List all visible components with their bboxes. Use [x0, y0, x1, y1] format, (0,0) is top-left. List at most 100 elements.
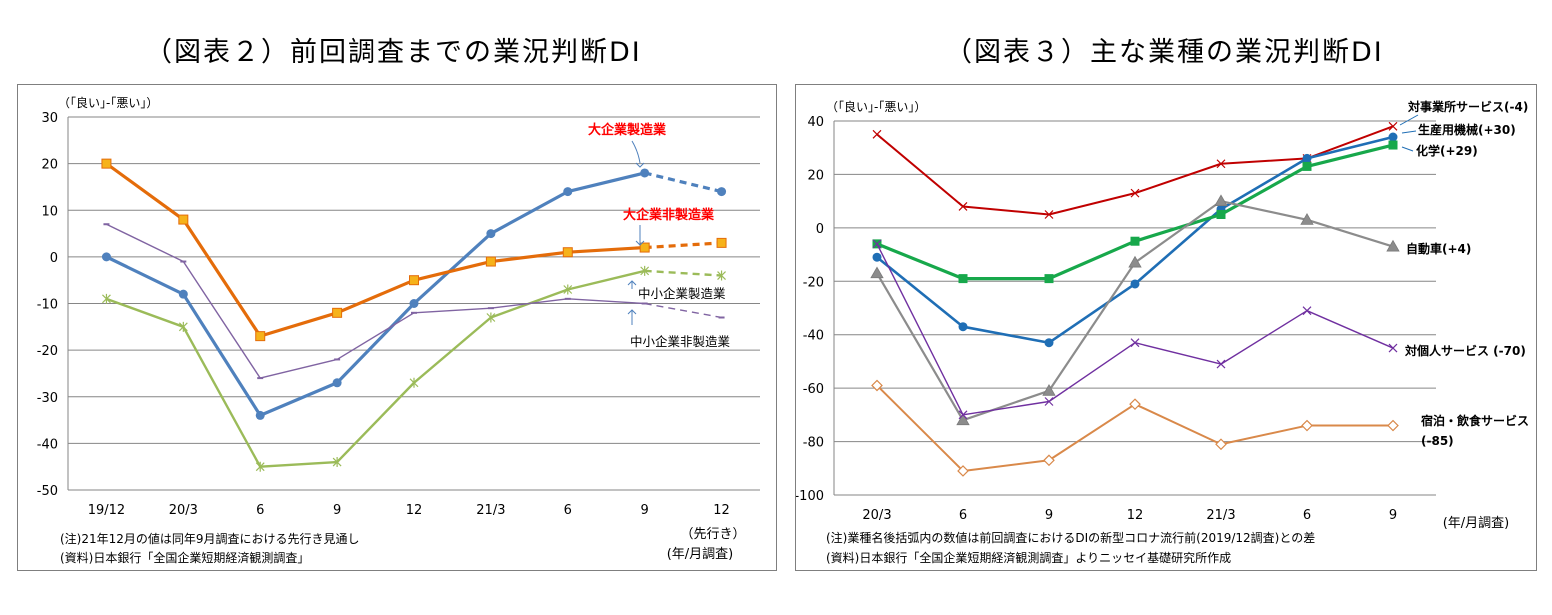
y-tick-label: -40: [37, 437, 58, 452]
data-point: [956, 413, 970, 426]
series-4: [870, 194, 1400, 426]
data-point: [485, 256, 496, 267]
data-point: [640, 168, 650, 178]
y-tick-label: 10: [41, 204, 58, 219]
data-point: [255, 461, 265, 472]
data-point: [178, 214, 189, 225]
data-point: [562, 247, 573, 258]
data-point: [717, 270, 726, 281]
x-tick-label: 6: [1303, 508, 1311, 523]
x-tick-label: 19/12: [88, 503, 125, 518]
data-point: [639, 242, 650, 253]
data-point: [1302, 306, 1312, 316]
y-tick-label: 40: [807, 115, 824, 130]
series-forecast-line: [644, 269, 722, 277]
data-point: [1216, 159, 1226, 169]
annotation-label: 対個人サービス (-70): [1404, 343, 1526, 358]
source-text: (資料)日本銀行「全国企業短期経済観測調査」: [60, 550, 309, 565]
annotation-arrowhead: [635, 240, 645, 246]
data-point: [1388, 140, 1398, 150]
annotation-leader: [631, 140, 641, 164]
annotation-leader: [1401, 146, 1414, 152]
y-tick-label: 0: [816, 222, 824, 237]
data-point: [872, 252, 882, 262]
series-1: [872, 121, 1398, 219]
gridlines: [834, 120, 1436, 496]
figure2-title: （図表２）前回調査までの業況判断DI: [145, 37, 642, 68]
data-point: [957, 465, 969, 477]
data-point: [102, 293, 111, 304]
data-point: [178, 321, 188, 332]
x-tick-label: 6: [959, 508, 967, 523]
x-tick-label: 12: [1127, 508, 1144, 523]
series-5: [872, 239, 1398, 420]
annotation-arrowhead: [635, 162, 645, 168]
data-point: [1130, 338, 1140, 348]
series-line: [105, 162, 645, 338]
series-3: [102, 265, 726, 472]
x-tick-label: 9: [1045, 508, 1053, 523]
data-point: [1130, 188, 1140, 198]
data-point: [486, 229, 496, 239]
data-point: [486, 312, 496, 323]
x-tick-label: 6: [564, 503, 572, 518]
data-point: [409, 299, 419, 308]
data-point: [101, 252, 111, 262]
series-line: [876, 243, 1394, 416]
data-point: [1301, 419, 1313, 432]
annotation-label: 中小企業製造業: [638, 286, 726, 301]
data-point: [563, 284, 573, 295]
data-point: [958, 322, 968, 332]
data-point: [563, 187, 573, 197]
y-tick-label: 0: [50, 251, 58, 266]
annotation-label: (-85): [1421, 434, 1454, 448]
data-point: [1388, 343, 1398, 353]
annotation-leader: [1399, 114, 1419, 126]
data-point: [1044, 338, 1054, 348]
figure3-chart: 40 20 0 -20 -40 -60 -80 -100 20/3 6 9 12 21/3 6 9 （｢良い｣…: [796, 99, 1529, 565]
x-tick-label: 6: [256, 503, 264, 518]
series-forecast-line: [644, 241, 722, 250]
figure3-title: （図表３）主な業種の業況判断DI: [945, 37, 1384, 68]
x-axis-unit-label: (年/月調査): [667, 547, 734, 562]
annotation-label: 自動車(+4): [1406, 241, 1471, 256]
data-point: [1130, 236, 1140, 246]
x-tick-label: 21/3: [476, 503, 505, 518]
data-point: [958, 274, 968, 284]
data-point: [332, 378, 342, 388]
data-point: [1129, 398, 1141, 411]
note-text: (注)21年12月の値は同年9月調査における先行き見通し: [60, 531, 360, 546]
x-axis-forecast-label: （先行き）: [680, 527, 745, 542]
data-point: [1387, 419, 1399, 432]
series-6: [871, 379, 1399, 477]
data-point: [1042, 384, 1056, 396]
series-forecast-line: [644, 171, 722, 194]
x-tick-label: 9: [641, 503, 649, 518]
data-point: [1044, 274, 1054, 284]
y-tick-label: -40: [803, 329, 824, 344]
data-point: [1128, 255, 1142, 268]
data-point: [872, 129, 882, 139]
y-tick-label: 30: [41, 111, 58, 126]
y-axis-unit-label: （｢良い｣-｢悪い｣）: [58, 95, 158, 110]
annotation-label: 大企業非製造業: [623, 207, 715, 223]
series-2: [872, 132, 1398, 348]
data-point: [255, 331, 266, 342]
annotation-label: 大企業製造業: [588, 122, 667, 138]
data-point: [870, 266, 884, 279]
series-line: [106, 269, 645, 468]
data-point: [332, 457, 342, 468]
data-point: [1044, 397, 1054, 406]
series-1: [101, 168, 727, 420]
data-point: [1043, 454, 1055, 467]
y-tick-label: -60: [803, 382, 824, 397]
y-tick-label: -100: [796, 489, 824, 504]
y-tick-label: 20: [41, 158, 58, 173]
series-forecast-line: [644, 302, 722, 319]
data-point: [255, 410, 265, 420]
data-point: [872, 239, 882, 249]
y-tick-label: -80: [803, 436, 824, 451]
data-point: [178, 289, 188, 299]
x-tick-label: 21/3: [1206, 508, 1235, 523]
data-point: [717, 187, 727, 197]
